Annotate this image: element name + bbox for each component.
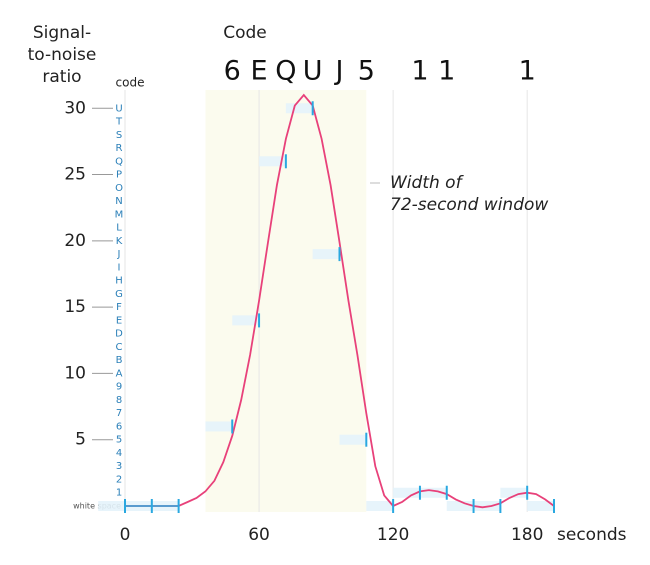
observation-window	[312, 249, 340, 260]
code-tick-label: H	[115, 276, 123, 287]
annotation: 72-second window	[390, 195, 548, 215]
code-tick-label: U	[115, 103, 122, 114]
code-tick-label: I	[118, 262, 121, 273]
y-tick-label: 10	[64, 363, 86, 383]
code-tick-label: R	[116, 143, 123, 154]
observation-window	[366, 501, 394, 511]
code-tick-label: A	[116, 368, 123, 379]
annotation: Width of	[390, 173, 465, 193]
x-tick-label: 60	[248, 525, 270, 545]
code-tick-label: T	[115, 117, 123, 128]
code-letter: J	[334, 56, 344, 87]
y-tick-label: 25	[64, 165, 86, 185]
observation-window	[98, 501, 125, 511]
observation-window	[419, 487, 447, 498]
observation-window	[393, 487, 420, 498]
observation-window	[285, 103, 313, 114]
y-axis-label: Signal-	[33, 23, 91, 43]
y-tick-label: 20	[64, 231, 86, 251]
y-tick-label: 30	[64, 98, 86, 118]
observation-window	[500, 487, 528, 498]
code-tick-label: E	[116, 315, 122, 326]
code-tick-label: G	[115, 289, 123, 300]
code-tick-label: 1	[116, 488, 122, 499]
code-tick-label: K	[116, 236, 123, 247]
code-tick-label: 3	[116, 461, 122, 472]
y-tick-label: 15	[64, 297, 86, 317]
code-tick-label: 7	[116, 408, 122, 419]
y-axis-label: to-noise	[28, 45, 97, 65]
x-axis-label: seconds	[557, 525, 627, 545]
code-letter: E	[251, 56, 268, 87]
code-tick-label: P	[116, 170, 122, 181]
code-tick-label: 9	[116, 382, 122, 393]
code-tick-label: B	[116, 355, 123, 366]
code-letter: 1	[438, 56, 455, 87]
observation-window	[527, 501, 554, 511]
code-tick-label: 6	[116, 421, 122, 432]
observation-window	[339, 434, 367, 445]
code-tick-label: 4	[116, 448, 122, 459]
code-letter: 6	[224, 56, 241, 87]
code-tick-label: 2	[116, 474, 122, 485]
code-tick-label: N	[115, 196, 122, 207]
code-tick-label: 5	[116, 435, 122, 446]
code-letter: U	[303, 56, 323, 87]
x-tick-label: 120	[377, 525, 409, 545]
code-letter: 5	[358, 56, 375, 87]
observation-window	[446, 501, 474, 511]
observation-window	[232, 315, 260, 326]
code-tick-label: 8	[116, 395, 122, 406]
chart-title: Code	[223, 23, 267, 43]
window-band	[205, 90, 367, 512]
signal-curve	[125, 93, 555, 509]
observation-window	[205, 421, 233, 432]
y-tick-label: 5	[75, 430, 86, 450]
code-tick-label: white space	[73, 502, 121, 511]
code-tick-label: Q	[115, 156, 123, 167]
code-axis-label: code	[116, 76, 145, 90]
observation-window	[259, 156, 286, 167]
x-tick-label: 0	[120, 525, 131, 545]
code-letter: Q	[275, 56, 296, 87]
code-tick-label: L	[116, 223, 122, 234]
code-tick-label: D	[115, 329, 123, 340]
code-letter: 1	[519, 56, 536, 87]
x-tick-label: 180	[511, 525, 543, 545]
code-tick-label: O	[115, 183, 123, 194]
code-tick-label: C	[116, 342, 123, 353]
y-axis-label: ratio	[42, 67, 81, 87]
code-letter: 1	[411, 56, 428, 87]
code-tick-label: J	[117, 249, 121, 260]
code-tick-label: M	[115, 209, 124, 220]
code-tick-label: F	[116, 302, 122, 313]
code-tick-label: S	[116, 130, 122, 141]
